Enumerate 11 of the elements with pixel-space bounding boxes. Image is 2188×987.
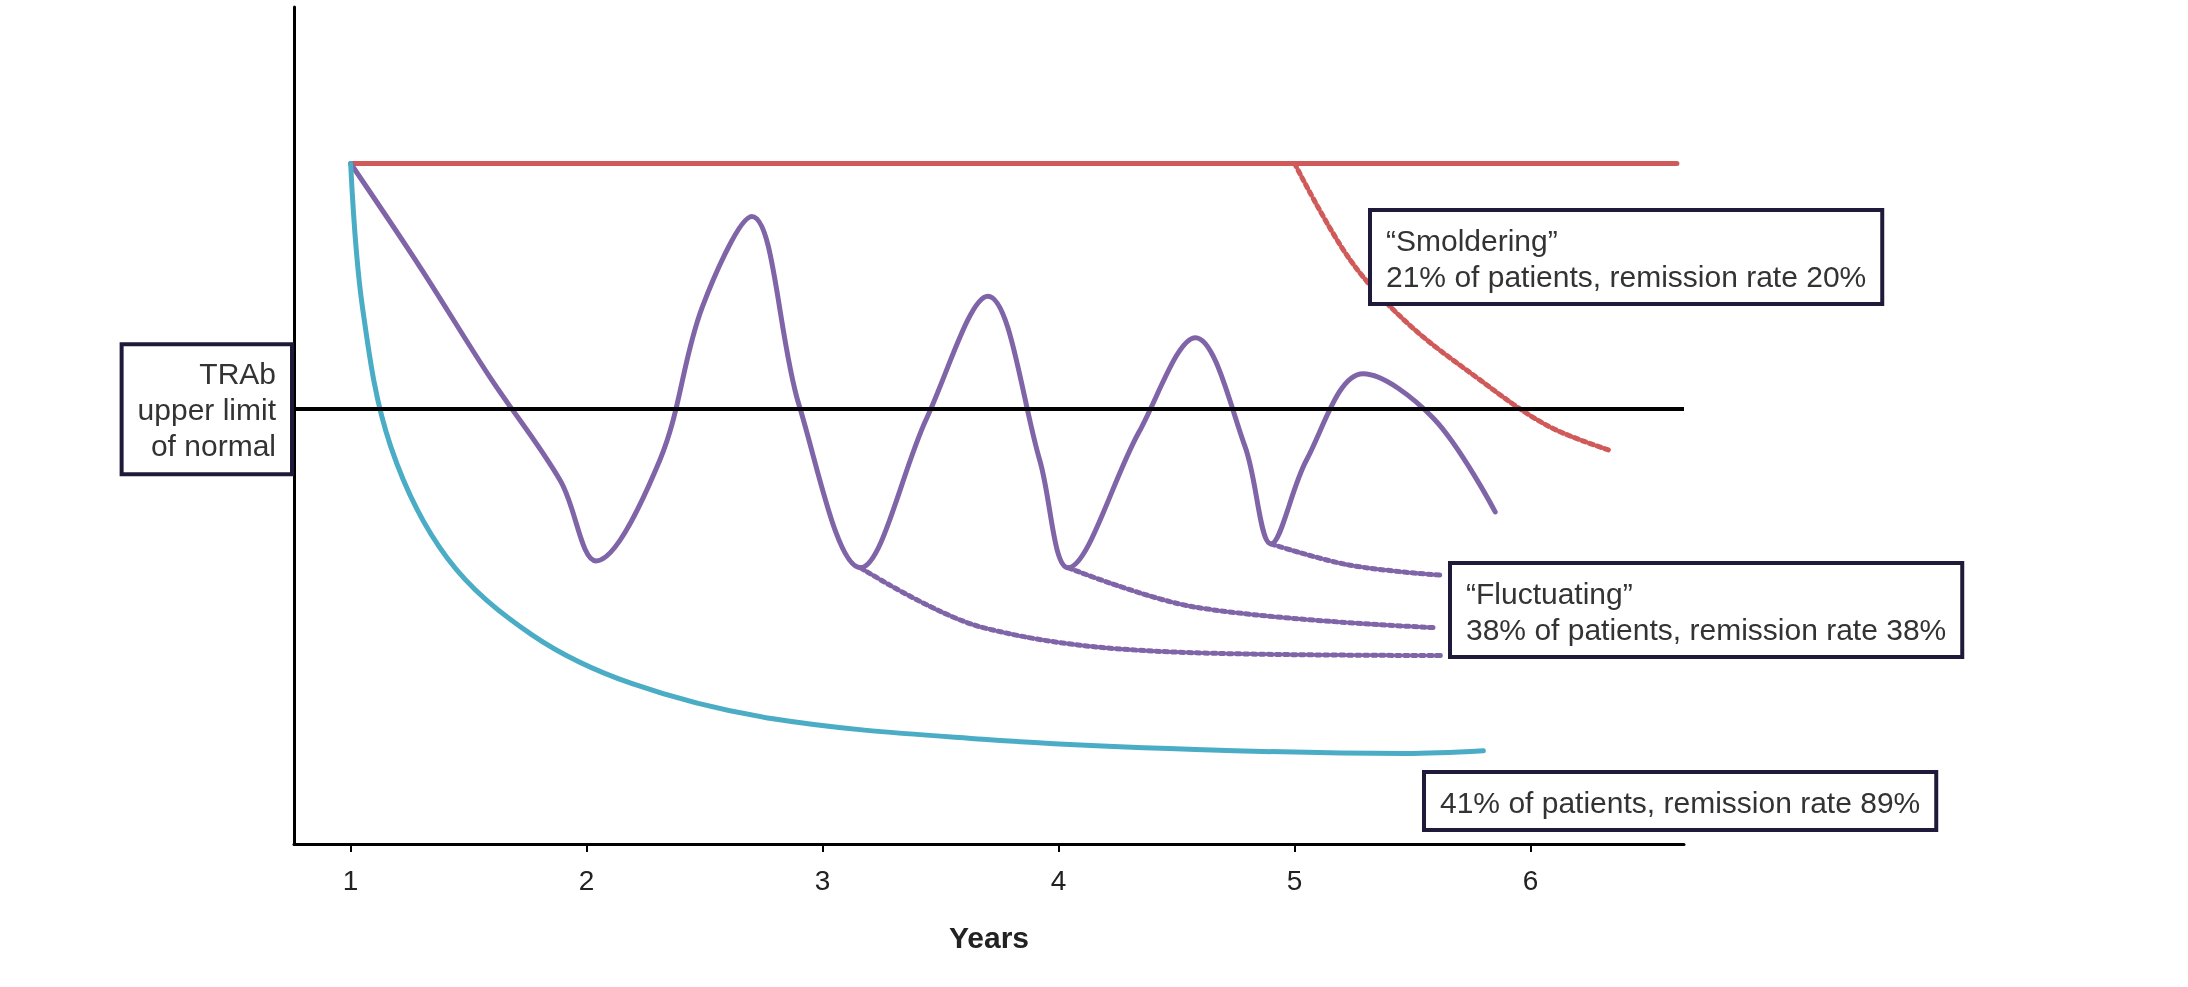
x-tick-label: 2 (578, 864, 595, 896)
annotation: 41% of patients, remission rate 89% (1440, 785, 1921, 819)
x-tick-label: 5 (1286, 864, 1303, 896)
x-tick-label: 6 (1522, 864, 1539, 896)
x-tick-label: 4 (1050, 864, 1067, 896)
x-tick-label: 3 (814, 864, 831, 896)
annotation: “Fluctuating” 38% of patients, remission rate 38% (1466, 576, 1947, 646)
x-axis-title: Years (948, 920, 1030, 954)
ref-line-label: TRAb upper limit of normal (137, 356, 277, 462)
annotation: “Smoldering” 21% of patients, remission rate 20% (1386, 223, 1867, 293)
x-tick-label: 1 (342, 864, 359, 896)
